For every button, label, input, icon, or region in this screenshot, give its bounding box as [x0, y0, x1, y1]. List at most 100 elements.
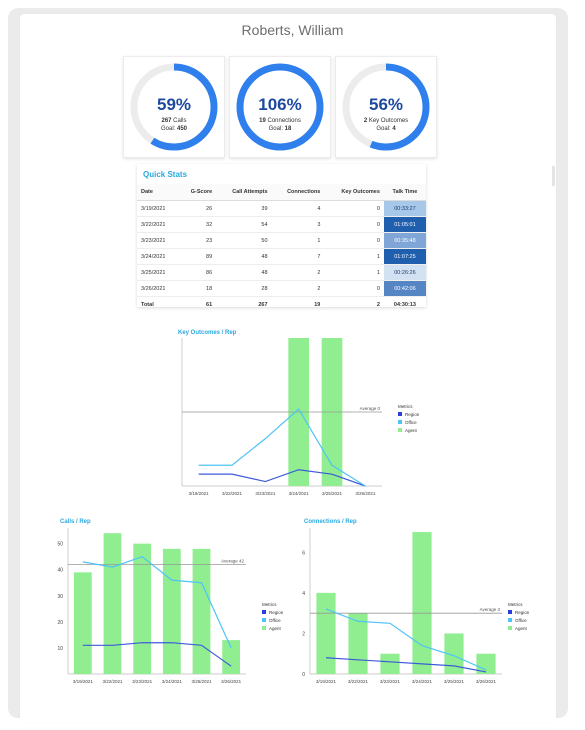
legend-item-region: Region [515, 610, 530, 615]
y-tick-label: 4 [302, 591, 305, 597]
table-cell: 23 [178, 232, 217, 249]
scroll-tab[interactable] [552, 166, 555, 186]
table-cell: 0 [324, 200, 384, 217]
bar-agent [348, 613, 368, 674]
calls-gauge-percent: 59% [156, 95, 192, 114]
col-gscore[interactable]: G-Score [178, 184, 217, 201]
connections-gauge-ring [236, 63, 324, 151]
calls-goal: 450 [177, 126, 188, 132]
col-talk-time[interactable]: Talk Time [383, 184, 426, 201]
talk-time-cell: 01:07:25 [383, 248, 426, 265]
legend-swatch-agent [508, 626, 512, 630]
table-cell: 26 [178, 200, 217, 217]
legend-swatch-region [508, 610, 512, 614]
page-title: Roberts, William [241, 22, 344, 38]
x-tick-label: 3/22/2021 [102, 679, 123, 684]
bar-agent [222, 640, 241, 674]
connections-gauge-percent: 106% [258, 95, 302, 114]
table-cell: 48 [216, 264, 272, 281]
talk-time-cell: 00:26:26 [383, 264, 426, 281]
legend-item-office: Office [405, 420, 417, 425]
col-date[interactable]: Date [137, 184, 179, 201]
x-tick-label: 3/26/2021 [355, 491, 376, 496]
gauge-arc [236, 63, 324, 151]
key-outcomes-gauge-detail: 2 Key Outcomes Goal: 4 [336, 117, 436, 133]
line-office [325, 608, 487, 671]
table-cell: 1 [324, 248, 384, 265]
bar-agent [103, 533, 122, 674]
table-cell: 7 [271, 248, 325, 265]
table-cell: 2 [271, 264, 325, 281]
bar-agent [73, 572, 92, 674]
legend-swatch-agent [398, 428, 402, 432]
total-cell: 61 [206, 301, 213, 308]
x-tick-label: 3/19/2021 [73, 679, 94, 684]
key-outcomes-gauge: 56% 2 Key Outcomes Goal: 4 [335, 56, 437, 158]
bar-agent [162, 548, 181, 674]
col-call-attempts[interactable]: Call Attempts [216, 184, 272, 201]
table-cell: 3/25/2021 [137, 264, 179, 281]
table-cell: 50 [216, 232, 272, 249]
talk-time-cell: 00:42:06 [383, 280, 426, 297]
calls-label: Calls [173, 118, 187, 124]
average-label: Average 0 [360, 406, 381, 411]
legend-item-region: Region [269, 610, 284, 615]
legend-item-office: Office [515, 618, 527, 623]
bar-agent [476, 653, 496, 674]
table-header-row: Date G-Score Call Attempts Connections K… [137, 184, 426, 201]
legend-title: Metrics [262, 602, 277, 607]
y-tick-label: 6 [302, 550, 305, 556]
x-tick-label: 3/26/2021 [476, 679, 497, 684]
y-tick-label: 30 [57, 594, 63, 600]
bar-agent [412, 532, 432, 674]
x-tick-label: 3/19/2021 [189, 491, 210, 496]
connections-chart: Connections / Rep 0 2 4 6 Average 3 3/19/2021 3… [302, 519, 530, 684]
calls-chart: Calls / Rep 10 20 30 40 50 Average 42 3/19/2021… [57, 519, 284, 684]
table-cell: 28 [216, 280, 272, 297]
table-row: 3/19/2021 26 39 4 0 00:33:27 [137, 200, 426, 217]
bar-agent [192, 548, 211, 674]
col-connections[interactable]: Connections [271, 184, 325, 201]
table-cell: 3 [271, 216, 325, 233]
talk-time-cell: 00:35:48 [383, 232, 426, 249]
connections-goal: 18 [284, 126, 292, 132]
y-tick-label: 10 [57, 646, 63, 652]
legend-item-office: Office [269, 618, 281, 623]
table-cell: 0 [324, 216, 384, 233]
table-cell: 3/26/2021 [137, 280, 179, 297]
line-region [325, 657, 487, 673]
quick-stats-panel: Quick Stats Date G-Score Call Attempts C… [137, 164, 426, 308]
quick-stats-title: Quick Stats [143, 170, 188, 179]
table-row: 3/22/2021 32 54 3 0 01:05:01 [137, 216, 426, 233]
table-row: 3/25/2021 86 48 2 1 00:26:26 [137, 264, 426, 281]
x-tick-label: 3/23/2021 [132, 679, 153, 684]
line-region [82, 642, 232, 667]
y-tick-label: 40 [57, 568, 63, 574]
key-outcomes-goal: 4 [392, 126, 396, 132]
line-region [198, 469, 366, 487]
calls-gauge-detail: 267 Calls Goal: 450 [124, 117, 224, 133]
table-cell: 3/23/2021 [137, 232, 179, 249]
table-row: 3/24/2021 89 48 7 1 01:07:25 [137, 248, 426, 265]
legend-swatch-region [398, 412, 402, 416]
table-cell: 89 [178, 248, 217, 265]
average-label: Average 3 [480, 607, 501, 612]
calls-value: 267 [161, 118, 172, 124]
x-tick-label: 3/23/2021 [380, 679, 401, 684]
total-cell: 19 [314, 301, 321, 308]
chart-title: Calls / Rep [60, 519, 91, 525]
table-cell: 39 [216, 200, 272, 217]
total-cell: 2 [376, 301, 380, 308]
table-cell: 1 [271, 232, 325, 249]
legend-swatch-office [262, 618, 266, 622]
chart-title: Key Outcomes / Rep [178, 330, 237, 336]
col-key-outcomes[interactable]: Key Outcomes [324, 184, 384, 201]
connections-gauge: 106% 19 Connections Goal: 18 [229, 56, 331, 158]
table-cell: 3/19/2021 [137, 200, 179, 217]
calls-goal-label: Goal: [160, 126, 176, 132]
connections-goal-label: Goal: [268, 126, 283, 132]
table-cell: 54 [216, 216, 272, 233]
legend-swatch-agent [262, 626, 266, 630]
connections-label: Connections [267, 118, 301, 124]
y-tick-label: 0 [302, 672, 305, 678]
